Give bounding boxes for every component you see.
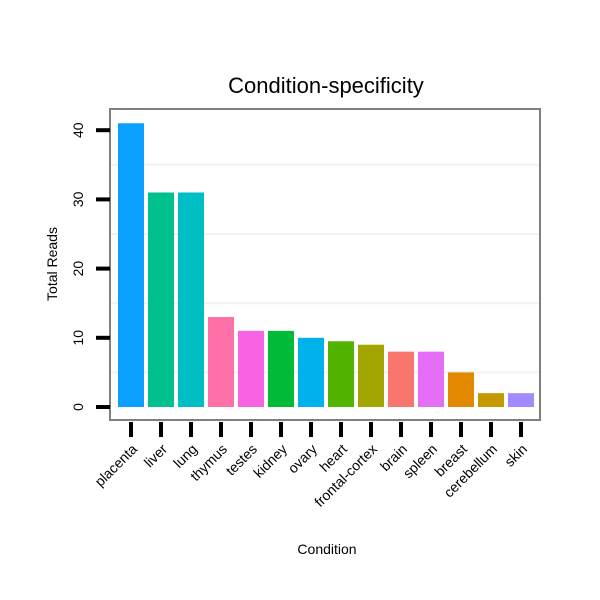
x-tick-label-ovary: ovary [285, 441, 321, 477]
y-tick-label: 30 [70, 191, 86, 207]
bar-placenta [118, 123, 144, 407]
x-tick-label-placenta: placenta [91, 441, 140, 490]
y-tick-label: 0 [70, 403, 86, 411]
chart-title: Condition-specificity [228, 73, 424, 98]
bar-lung [178, 192, 204, 407]
bar-brain [388, 351, 414, 407]
bar-ovary [298, 337, 324, 407]
y-tick-label: 20 [70, 261, 86, 277]
bar-cerebellum [478, 393, 504, 407]
y-axis-label: Total Reads [44, 227, 60, 301]
bar-liver [148, 192, 174, 407]
bar-heart [328, 341, 354, 407]
bar-frontal-cortex [358, 344, 384, 407]
bars [118, 123, 534, 407]
x-axis-label: Condition [297, 541, 356, 557]
bar-thymus [208, 317, 234, 407]
bar-spleen [418, 351, 444, 407]
bar-testes [238, 330, 264, 407]
bar-breast [448, 372, 474, 407]
x-tick-label-spleen: spleen [400, 441, 440, 481]
bar-skin [508, 393, 534, 407]
y-axis: 0 10 20 30 40 [70, 122, 110, 411]
y-tick-label: 10 [70, 330, 86, 346]
x-tick-label-liver: liver [141, 441, 171, 471]
y-tick-label: 40 [70, 122, 86, 138]
bar-kidney [268, 330, 294, 407]
x-tick-label-skin: skin [501, 441, 530, 470]
x-axis: placenta liver lungthymustesteskidneyovary… [91, 422, 530, 510]
x-tick-label-kidney: kidney [250, 441, 290, 481]
